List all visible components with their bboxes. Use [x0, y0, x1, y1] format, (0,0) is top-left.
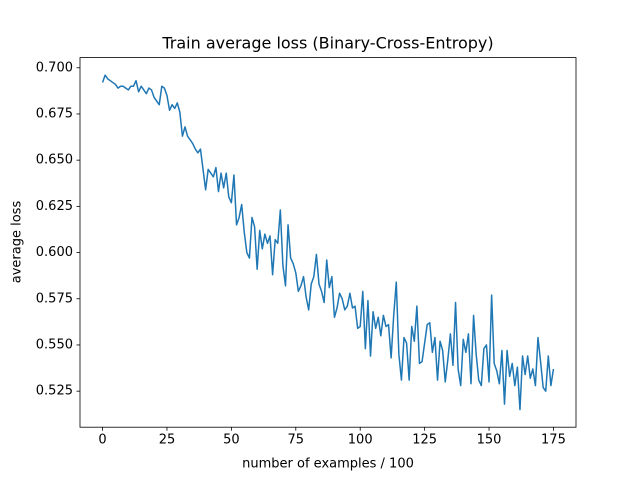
- y-tick-label: 0.525: [36, 384, 73, 399]
- x-tick-label: 25: [159, 433, 176, 448]
- y-tick-label: 0.700: [36, 60, 73, 75]
- y-tick-label: 0.575: [36, 291, 73, 306]
- x-tick-label: 0: [98, 433, 106, 448]
- chart-title: Train average loss (Binary-Cross-Entropy…: [161, 34, 493, 53]
- y-tick-label: 0.650: [36, 153, 73, 168]
- x-axis-label: number of examples / 100: [242, 457, 414, 472]
- y-tick-label: 0.550: [36, 337, 73, 352]
- y-tick-label: 0.675: [36, 106, 73, 121]
- line-series: [101, 74, 555, 411]
- x-tick-label: 100: [348, 433, 373, 448]
- x-tick-label: 125: [412, 433, 437, 448]
- y-tick-label: 0.600: [36, 245, 73, 260]
- x-tick-label: 175: [541, 433, 566, 448]
- x-tick-label: 75: [288, 433, 305, 448]
- plot-frame: [79, 57, 577, 428]
- x-tick-label: 150: [477, 433, 502, 448]
- y-tick-label: 0.625: [36, 199, 73, 214]
- x-tick-label: 50: [223, 433, 240, 448]
- y-axis-label: average loss: [10, 201, 25, 284]
